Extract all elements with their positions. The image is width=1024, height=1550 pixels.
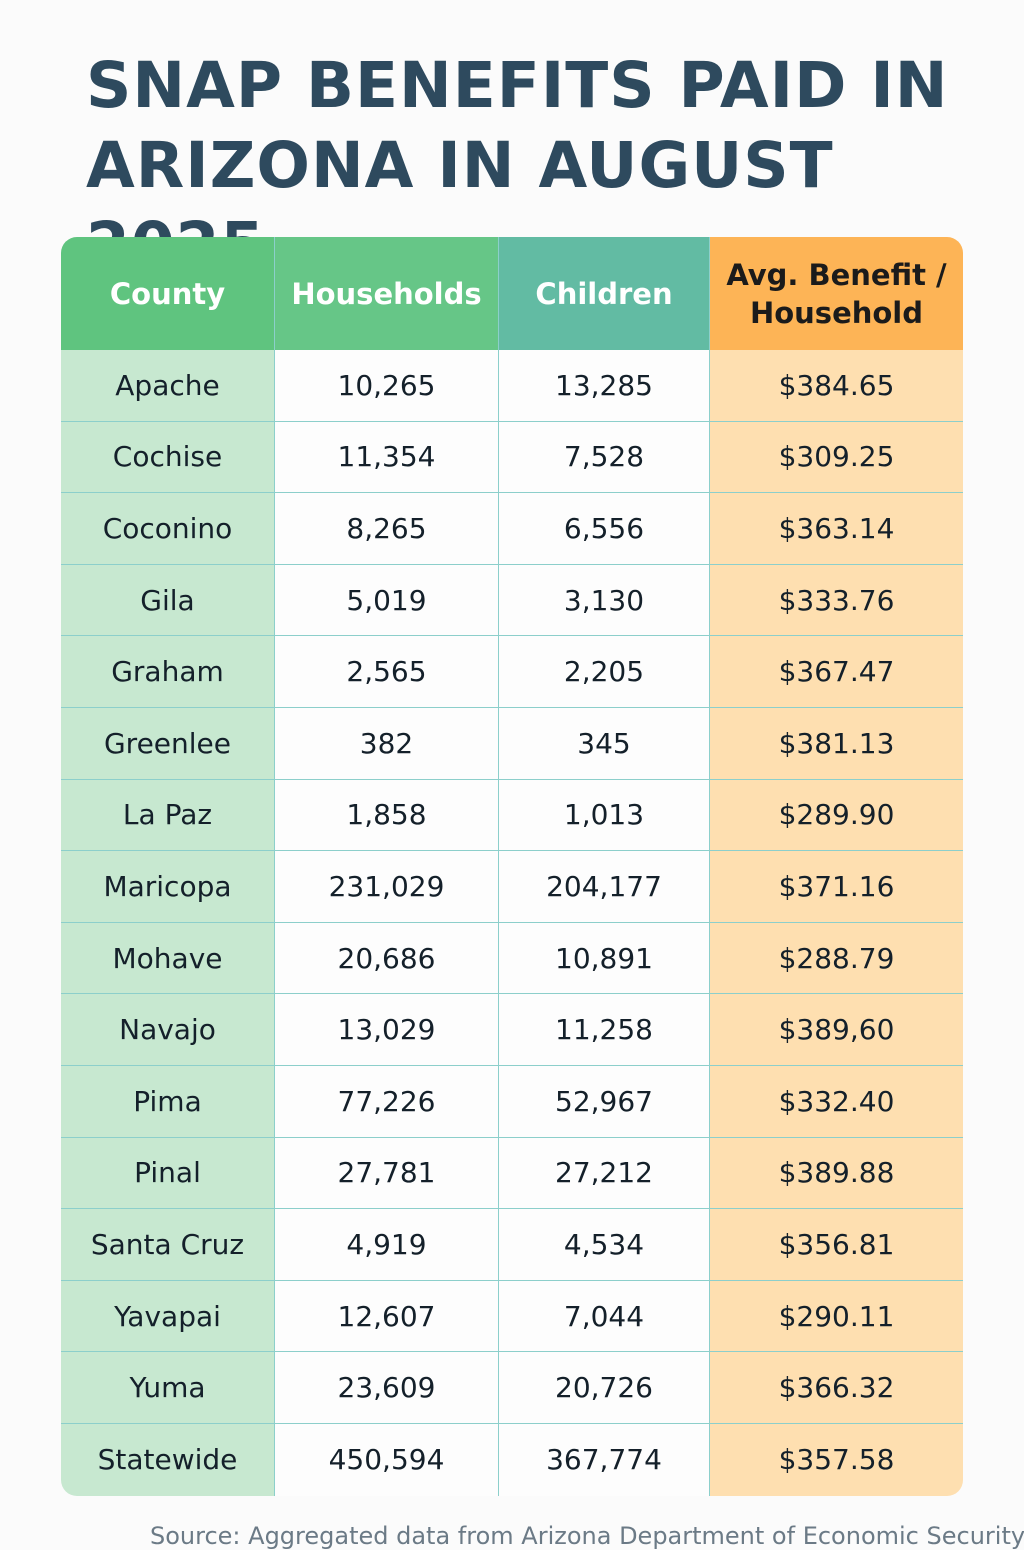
table-cell-children: 27,212 [499, 1137, 710, 1210]
table-cell-households: 382 [275, 707, 499, 780]
table-cell-avg-benefit: $389.88 [710, 1137, 963, 1210]
table-cell-households: 77,226 [275, 1065, 499, 1138]
table-cell-avg-benefit: $356.81 [710, 1209, 963, 1281]
table-cell-children: 204,177 [499, 851, 710, 923]
county-cell: Cochise [61, 421, 275, 494]
column-header-avg-benefit: Avg. Benefit / Household [710, 237, 963, 350]
title-line-2: ARIZONA IN AUGUST 2025 [86, 129, 834, 282]
table-cell-children: 10,891 [499, 922, 710, 995]
page-title: SNAP BENEFITS PAID IN ARIZONA IN AUGUST … [86, 46, 1024, 286]
table-cell-avg-benefit: $288.79 [710, 922, 963, 995]
table-cell-households: 450,594 [275, 1423, 499, 1496]
table-cell-children: 11,258 [499, 994, 710, 1066]
county-cell: Santa Cruz [61, 1209, 275, 1281]
table-cell-children: 7,044 [499, 1280, 710, 1353]
table-cell-avg-benefit: $289.90 [710, 779, 963, 852]
table-cell-avg-benefit: $367.47 [710, 636, 963, 708]
county-cell: Navajo [61, 994, 275, 1066]
table-cell-avg-benefit: $357.58 [710, 1423, 963, 1496]
table-cell-children: 13,285 [499, 350, 710, 422]
table-cell-households: 10,265 [275, 350, 499, 422]
county-cell: Greenlee [61, 707, 275, 780]
county-cell: Mohave [61, 922, 275, 995]
title-line-1: SNAP BENEFITS PAID IN [86, 49, 949, 122]
county-cell: La Paz [61, 779, 275, 852]
table-cell-children: 1,013 [499, 779, 710, 852]
table-cell-households: 11,354 [275, 421, 499, 494]
table-cell-avg-benefit: $389,60 [710, 994, 963, 1066]
table-cell-households: 20,686 [275, 922, 499, 995]
table-cell-avg-benefit: $381.13 [710, 707, 963, 780]
table-cell-children: 6,556 [499, 493, 710, 565]
table-cell-households: 27,781 [275, 1137, 499, 1210]
table-cell-children: 2,205 [499, 636, 710, 708]
county-cell: Pinal [61, 1137, 275, 1210]
table-cell-children: 4,534 [499, 1209, 710, 1281]
county-cell: Maricopa [61, 851, 275, 923]
table-cell-households: 2,565 [275, 636, 499, 708]
table-cell-households: 231,029 [275, 851, 499, 923]
table-cell-households: 23,609 [275, 1352, 499, 1424]
table-cell-children: 7,528 [499, 421, 710, 494]
table-cell-households: 5,019 [275, 564, 499, 637]
table-cell-avg-benefit: $332.40 [710, 1065, 963, 1138]
table-cell-avg-benefit: $366.32 [710, 1352, 963, 1424]
table-cell-households: 12,607 [275, 1280, 499, 1353]
county-cell: Graham [61, 636, 275, 708]
table-cell-children: 52,967 [499, 1065, 710, 1138]
county-cell: Apache [61, 350, 275, 422]
county-cell: Gila [61, 564, 275, 637]
table-cell-children: 345 [499, 707, 710, 780]
county-cell: Statewide [61, 1423, 275, 1496]
table-cell-households: 1,858 [275, 779, 499, 852]
source-note: Source: Aggregated data from Arizona Dep… [150, 1522, 1024, 1550]
table-cell-households: 13,029 [275, 994, 499, 1066]
table-cell-avg-benefit: $309.25 [710, 421, 963, 494]
table-cell-children: 367,774 [499, 1423, 710, 1496]
table-cell-households: 8,265 [275, 493, 499, 565]
column-header-county: County [61, 237, 275, 350]
county-cell: Yuma [61, 1352, 275, 1424]
column-header-households: Households [275, 237, 499, 350]
table-cell-avg-benefit: $363.14 [710, 493, 963, 565]
county-cell: Yavapai [61, 1280, 275, 1353]
county-cell: Pima [61, 1065, 275, 1138]
table-cell-avg-benefit: $333.76 [710, 564, 963, 637]
table-cell-children: 20,726 [499, 1352, 710, 1424]
table-cell-avg-benefit: $290.11 [710, 1280, 963, 1353]
table-cell-avg-benefit: $371.16 [710, 851, 963, 923]
table-cell-households: 4,919 [275, 1209, 499, 1281]
snap-table: County Households Children Avg. Benefit / H… [61, 237, 963, 1496]
county-cell: Coconino [61, 493, 275, 565]
table-cell-avg-benefit: $384.65 [710, 350, 963, 422]
column-header-children: Children [499, 237, 710, 350]
table-cell-children: 3,130 [499, 564, 710, 637]
